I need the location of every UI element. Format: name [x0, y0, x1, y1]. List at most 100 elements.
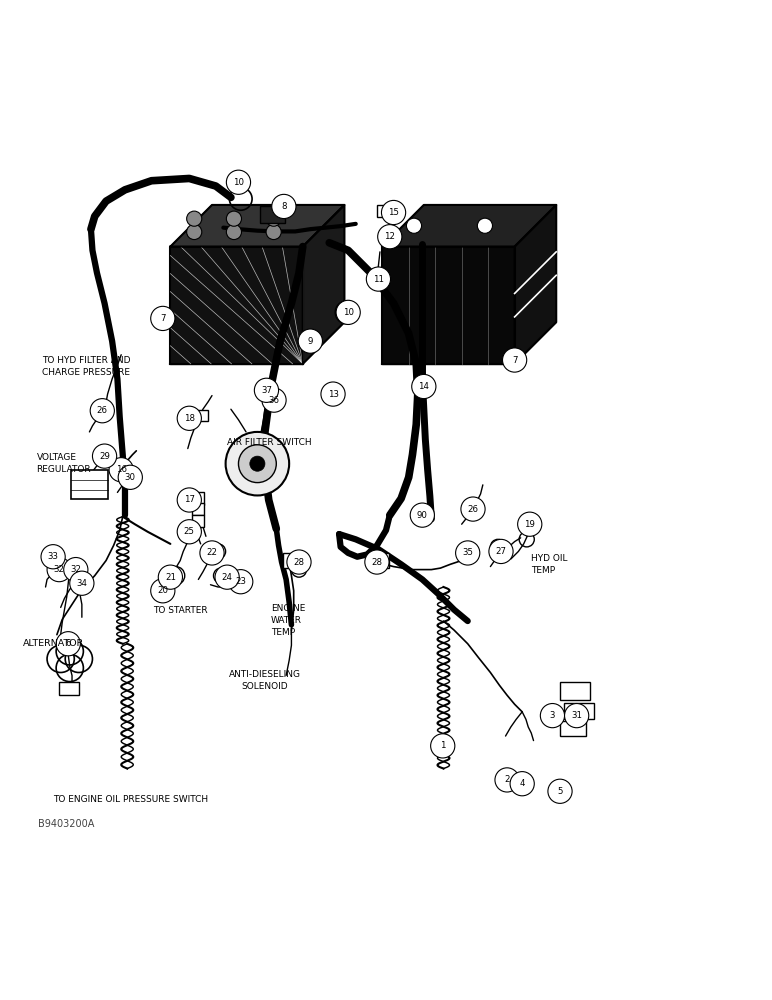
Text: TO HYD FILTER AND
CHARGE PRESSURE: TO HYD FILTER AND CHARGE PRESSURE [42, 356, 130, 377]
Polygon shape [171, 205, 344, 247]
Circle shape [254, 378, 279, 402]
Bar [192, 492, 205, 505]
Polygon shape [515, 205, 556, 364]
Circle shape [250, 456, 265, 471]
Polygon shape [171, 247, 303, 364]
Text: 4: 4 [520, 779, 525, 788]
Bar [260, 206, 285, 223]
Circle shape [187, 211, 201, 226]
Text: 24: 24 [222, 573, 232, 582]
Text: ANTI-DIESELING
SOLENOID: ANTI-DIESELING SOLENOID [229, 670, 301, 691]
Circle shape [378, 225, 402, 249]
Bar [192, 503, 205, 515]
Text: 17: 17 [184, 495, 195, 504]
Bar [560, 721, 587, 736]
Circle shape [495, 768, 519, 792]
Circle shape [93, 444, 117, 468]
Bar [71, 470, 107, 499]
Text: 16: 16 [116, 465, 127, 474]
Text: 34: 34 [76, 579, 87, 588]
Text: 15: 15 [388, 208, 399, 217]
Text: B9403200A: B9403200A [38, 819, 94, 829]
Circle shape [47, 557, 71, 582]
Circle shape [69, 571, 94, 595]
Text: 32: 32 [70, 565, 81, 574]
Text: 90: 90 [417, 511, 428, 520]
Circle shape [226, 224, 242, 240]
Text: 7: 7 [160, 314, 165, 323]
Text: 19: 19 [524, 520, 535, 529]
Circle shape [178, 488, 201, 512]
Text: 1: 1 [440, 741, 445, 750]
Circle shape [151, 579, 175, 603]
Circle shape [287, 550, 311, 574]
Circle shape [406, 218, 422, 233]
Bar [192, 515, 205, 527]
Text: 28: 28 [293, 558, 304, 567]
Polygon shape [303, 205, 344, 364]
Text: 12: 12 [384, 232, 395, 241]
Polygon shape [382, 247, 515, 364]
Text: 28: 28 [371, 558, 382, 567]
Circle shape [367, 267, 391, 291]
Circle shape [431, 734, 455, 758]
Circle shape [518, 512, 542, 536]
Text: 30: 30 [125, 473, 136, 482]
Bar [283, 553, 304, 568]
Circle shape [540, 704, 564, 728]
Circle shape [321, 382, 345, 406]
Circle shape [226, 170, 251, 194]
Circle shape [477, 218, 493, 233]
Text: AIR FILTER SWITCH: AIR FILTER SWITCH [227, 438, 312, 447]
Circle shape [187, 224, 201, 240]
Circle shape [90, 399, 114, 423]
Circle shape [158, 565, 182, 589]
Text: 21: 21 [165, 573, 176, 582]
Circle shape [455, 541, 480, 565]
Text: 36: 36 [269, 396, 279, 405]
Circle shape [178, 520, 201, 544]
Circle shape [461, 497, 485, 521]
Text: 3: 3 [550, 711, 555, 720]
Text: 7: 7 [512, 356, 517, 365]
Circle shape [118, 465, 142, 489]
Text: 10: 10 [233, 178, 244, 187]
Bar [367, 553, 389, 568]
Circle shape [272, 194, 296, 219]
Text: HYD OIL
TEMP: HYD OIL TEMP [531, 554, 567, 575]
Text: 26: 26 [96, 406, 108, 415]
Text: 26: 26 [468, 505, 479, 514]
Polygon shape [382, 205, 556, 247]
Text: 14: 14 [418, 382, 429, 391]
Text: 22: 22 [206, 548, 218, 557]
Text: TO STARTER: TO STARTER [153, 606, 208, 615]
Circle shape [226, 211, 242, 226]
Text: 9: 9 [308, 337, 313, 346]
Text: 2: 2 [504, 775, 510, 784]
Text: ALTERNATOR: ALTERNATOR [23, 639, 84, 648]
Circle shape [239, 445, 276, 483]
Text: VOLTAGE
REGULATOR: VOLTAGE REGULATOR [36, 453, 91, 474]
Bar [560, 682, 591, 700]
Text: 6: 6 [66, 639, 71, 648]
Circle shape [564, 704, 589, 728]
Circle shape [64, 557, 88, 582]
Circle shape [225, 432, 290, 495]
Text: 32: 32 [54, 565, 65, 574]
Circle shape [365, 550, 389, 574]
Bar [564, 703, 594, 719]
Text: 23: 23 [235, 577, 246, 586]
Circle shape [381, 200, 405, 225]
Text: 13: 13 [327, 390, 339, 399]
Circle shape [178, 406, 201, 430]
Circle shape [411, 374, 436, 399]
Text: ENGINE
WATER
TEMP: ENGINE WATER TEMP [271, 604, 306, 637]
Bar [377, 205, 392, 217]
Circle shape [229, 570, 253, 594]
Text: 18: 18 [184, 414, 195, 423]
Circle shape [266, 224, 281, 240]
Text: 11: 11 [373, 275, 384, 284]
Circle shape [151, 306, 175, 331]
Circle shape [510, 772, 534, 796]
Circle shape [503, 348, 527, 372]
